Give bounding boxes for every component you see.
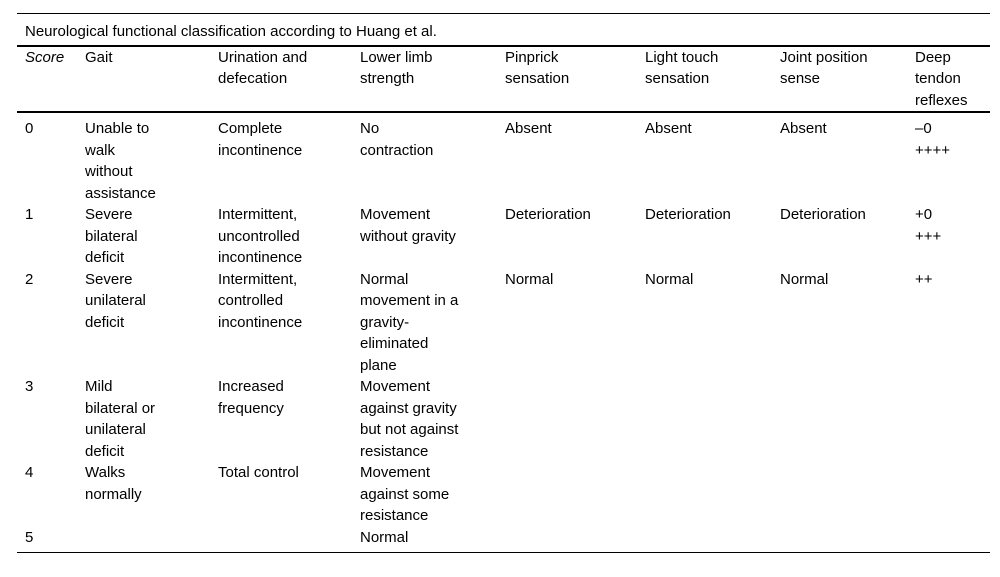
data-table: Score Gait Urination and defecation Lower l… xyxy=(17,46,990,553)
table-cell: Complete incontinence xyxy=(218,120,303,159)
table-cell: Walks normally xyxy=(85,464,142,503)
table-cell xyxy=(505,462,645,527)
header-row: Score Gait Urination and defecation Lower l… xyxy=(17,46,990,113)
column-header-1: Gait xyxy=(85,46,218,113)
table-row-score-1: 1 Severe bilateral deficit Intermittent, u… xyxy=(17,204,990,269)
table-cell: ++ xyxy=(915,270,933,288)
table-cell xyxy=(218,526,360,553)
column-header-5: Light touch sensation xyxy=(645,46,780,113)
table-title: Neurological functional classification a… xyxy=(17,13,990,47)
table-cell: Deterioration xyxy=(505,206,591,223)
table-cell xyxy=(780,462,915,527)
column-header-2: Urination and defecation xyxy=(218,46,360,113)
table-cell xyxy=(645,376,780,462)
column-header-3: Lower limb strength xyxy=(360,46,505,113)
table-cell: No contraction xyxy=(360,120,434,159)
table-cell: Deterioration xyxy=(645,206,731,223)
column-header-6: Joint position sense xyxy=(780,46,915,113)
table-cell: Normal xyxy=(505,270,554,288)
table-cell: 1 xyxy=(25,206,34,223)
table-cell: 0 xyxy=(25,120,34,137)
table-cell: Absent xyxy=(505,120,552,137)
table-cell xyxy=(505,376,645,462)
table-cell xyxy=(645,526,780,553)
table-cell: Normal xyxy=(645,270,694,288)
table-cell xyxy=(780,376,915,462)
table-cell xyxy=(645,462,780,527)
table-cell xyxy=(915,376,990,462)
table-cell: Normal xyxy=(360,526,505,553)
table-cell: 3 xyxy=(25,378,34,395)
table-cell: 5 xyxy=(17,526,85,553)
column-header-4: Pinprick sensation xyxy=(505,46,645,113)
table-cell xyxy=(915,462,990,527)
table-cell: Movement against some resistance xyxy=(360,464,450,524)
table-cell: Deterioration xyxy=(780,206,866,223)
table-cell xyxy=(505,526,645,553)
column-header-0: Score xyxy=(17,46,85,113)
table-cell: +0 +++ xyxy=(915,206,942,245)
table-header: Score Gait Urination and defecation Lower l… xyxy=(17,46,990,113)
table-cell xyxy=(915,526,990,553)
column-header-7: Deep tendon reflexes xyxy=(915,46,990,113)
table-cell: Severe unilateral deficit xyxy=(85,270,146,331)
table-cell: –0 ++++ xyxy=(915,120,951,159)
table-cell: Movement against gravity but not against… xyxy=(360,378,459,460)
table-row-score-2: 2 Severe unilateral deficit Intermittent, … xyxy=(17,269,990,377)
table-cell: 2 xyxy=(25,270,34,288)
table-cell: Mild bilateral or unilateral deficit xyxy=(85,378,156,460)
table-cell: Absent xyxy=(645,120,692,137)
classification-table: Neurological functional classification a… xyxy=(17,13,990,553)
table-cell: Increased frequency xyxy=(218,378,284,417)
table-cell xyxy=(780,526,915,553)
table-row-score-5: 5 Normal xyxy=(17,526,990,553)
table-body: 0 Unable to walk without assistance Comple… xyxy=(17,112,990,553)
table-cell: Severe bilateral deficit xyxy=(85,206,138,266)
table-cell: Total control xyxy=(218,464,299,481)
table-row-score-3: 3 Mild bilateral or unilateral deficit Inc… xyxy=(17,376,990,462)
table-cell: Absent xyxy=(780,120,827,137)
table-cell: Movement without gravity xyxy=(360,206,456,245)
table-cell: Intermittent, controlled incontinence xyxy=(218,270,303,331)
table-cell: Normal movement in a gravity- eliminated… xyxy=(360,270,459,374)
table-cell: Intermittent, uncontrolled incontinence xyxy=(218,206,303,266)
table-cell: Unable to walk without assistance xyxy=(85,120,156,202)
table-cell: 4 xyxy=(25,464,34,481)
table-cell: Normal xyxy=(780,270,829,288)
table-row-score-0: 0 Unable to walk without assistance Comple… xyxy=(17,112,990,204)
table-cell xyxy=(85,526,218,553)
table-row-score-4: 4 Walks normally Total control Movement aga… xyxy=(17,462,990,527)
